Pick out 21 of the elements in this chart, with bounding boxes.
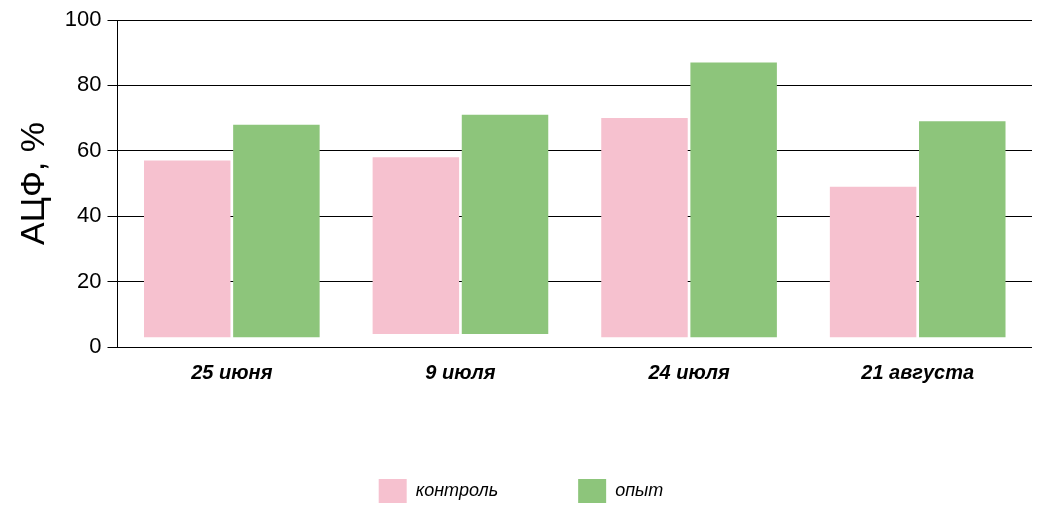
x-tick-label: 21 августа bbox=[860, 360, 975, 383]
y-tick-label: 0 bbox=[89, 333, 102, 359]
bar bbox=[461, 114, 549, 334]
y-tick-label: 80 bbox=[77, 71, 102, 97]
y-axis-title: АЦФ, % bbox=[12, 122, 51, 245]
legend-label: контроль bbox=[415, 480, 499, 500]
y-tick-label: 100 bbox=[64, 6, 102, 32]
bar bbox=[143, 160, 231, 338]
bar bbox=[372, 157, 460, 334]
y-tick-label: 40 bbox=[77, 202, 102, 228]
y-tick-label: 60 bbox=[77, 136, 102, 162]
bar bbox=[690, 62, 777, 338]
x-tick-label: 25 июня bbox=[190, 360, 273, 383]
legend-label: опыт bbox=[615, 480, 664, 500]
bar bbox=[233, 124, 320, 338]
bar bbox=[829, 186, 917, 338]
x-tick-label: 9 июля bbox=[425, 360, 496, 383]
bar bbox=[601, 118, 688, 338]
bar bbox=[919, 121, 1006, 338]
x-tick-label: 24 июля bbox=[647, 360, 730, 383]
y-tick-label: 20 bbox=[77, 267, 102, 293]
